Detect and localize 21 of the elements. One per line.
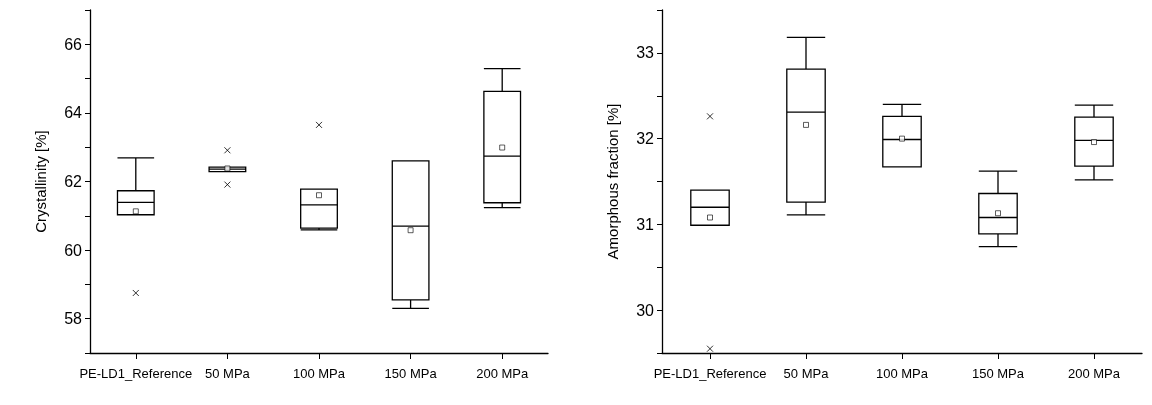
y-tick-label: 31 [636,215,655,233]
y-tick-label: 33 [636,44,655,62]
x-tick-label: 50 MPa [204,366,251,381]
y-tick-label: 62 [64,173,83,190]
x-tick-label: 150 MPa [971,366,1025,381]
x-tick-label: PE-LD1_Reference [653,366,767,381]
x-tick-label: 200 MPa [476,366,529,381]
x-tick-label: 50 MPa [783,366,830,381]
y-tick-label: 32 [636,130,655,148]
y-tick-label: 66 [64,35,83,53]
y-axis-title: Crystallinity [%] [32,130,49,233]
y-axis-title: Amorphous fraction [%] [604,103,621,260]
y-tick-label: 60 [64,241,83,259]
x-tick-label: 150 MPa [384,366,438,381]
x-tick-label: 100 MPa [875,366,929,381]
y-tick-label: 30 [636,301,655,319]
y-tick-label: 58 [64,310,83,328]
x-tick-label: PE-LD1_Reference [79,366,193,381]
x-tick-label: 200 MPa [1067,366,1121,381]
y-tick-label: 64 [64,104,83,122]
x-tick-label: 100 MPa [292,366,346,381]
